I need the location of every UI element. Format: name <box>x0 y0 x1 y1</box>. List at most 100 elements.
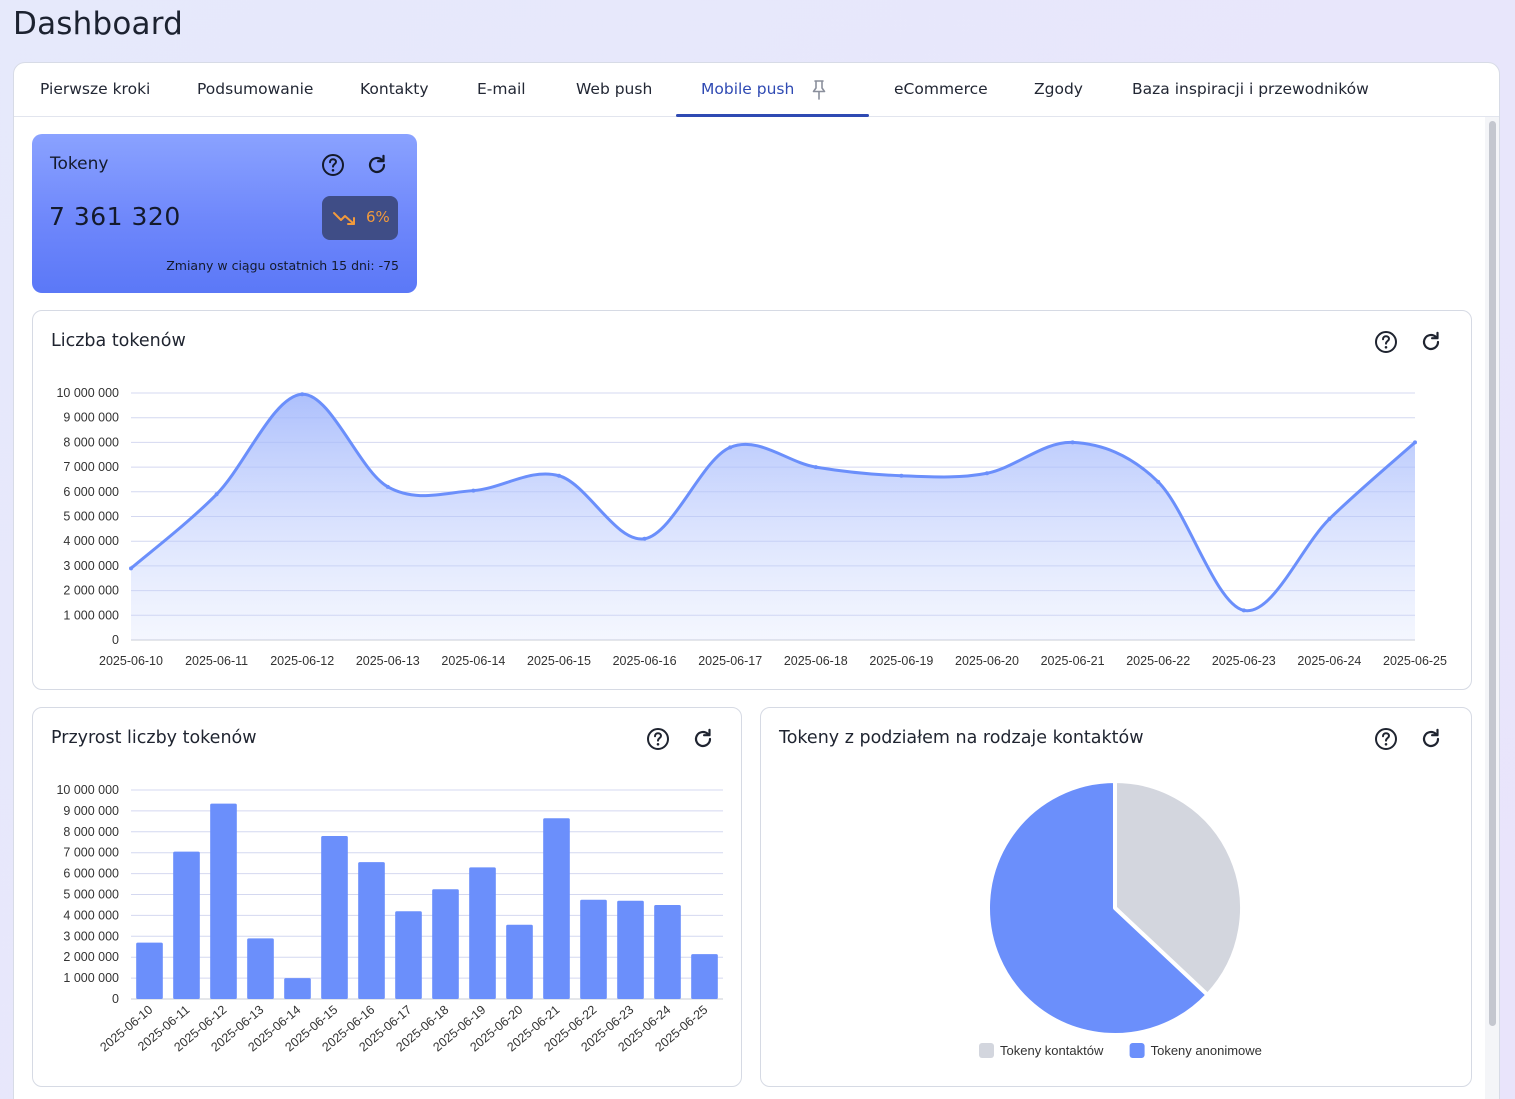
data-point <box>471 488 476 493</box>
y-tick-label: 8 000 000 <box>63 435 119 449</box>
data-point <box>129 566 133 571</box>
x-tick-label: 2025-06-16 <box>613 654 677 668</box>
y-tick-label: 2 000 000 <box>63 584 119 598</box>
y-tick-label: 0 <box>112 992 119 1006</box>
panel-title: Liczba tokenów <box>51 331 186 351</box>
active-tab-indicator <box>676 114 869 117</box>
bar <box>321 835 348 999</box>
tab-mobile-push[interactable]: Mobile push <box>701 80 795 98</box>
bar <box>617 900 644 999</box>
x-tick-label: 2025-06-21 <box>1041 654 1105 668</box>
y-tick-label: 0 <box>112 633 119 647</box>
bar <box>543 818 570 999</box>
legend-label: Tokeny anonimowe <box>1151 1043 1262 1058</box>
refresh-icon[interactable] <box>690 726 716 752</box>
y-tick-label: 3 000 000 <box>63 559 119 573</box>
y-tick-label: 6 000 000 <box>63 867 119 881</box>
data-point <box>1070 440 1075 445</box>
x-tick-label: 2025-06-25 <box>1383 654 1447 668</box>
bar <box>136 942 163 999</box>
line-chart: 0 1 000 000 2 000 000 3 000 000 4 000 000 5 0… <box>56 386 1447 668</box>
x-tick-label: 2025-06-22 <box>1126 654 1190 668</box>
x-tick-label: 2025-06-14 <box>441 654 505 668</box>
kpi-title: Tokeny <box>50 154 109 174</box>
y-tick-label: 2 000 000 <box>63 950 119 964</box>
tab-zgody[interactable]: Zgody <box>1034 80 1083 98</box>
y-tick-label: 4 000 000 <box>63 908 119 922</box>
trending-down-icon <box>333 212 355 225</box>
data-point <box>642 536 647 541</box>
tab-baza-inspiracji[interactable]: Baza inspiracji i przewodników <box>1132 80 1369 98</box>
legend-label: Tokeny kontaktów <box>1000 1043 1104 1058</box>
tab-e-mail[interactable]: E-mail <box>477 80 526 98</box>
tab-bar: Pierwsze kroki Podsumowanie Kontakty E-m… <box>14 63 1499 117</box>
bar <box>173 851 200 999</box>
y-tick-label: 7 000 000 <box>63 846 119 860</box>
bar <box>432 889 459 999</box>
y-tick-label: 5 000 000 <box>63 510 119 524</box>
pin-icon[interactable] <box>811 79 827 101</box>
tab-podsumowanie[interactable]: Podsumowanie <box>197 80 314 98</box>
panel-title: Tokeny z podziałem na rodzaje kontaktów <box>779 728 1144 748</box>
bar-chart-panel: Przyrost liczby tokenów 0 1 000 000 2 000 … <box>32 707 742 1087</box>
trend-badge: 6% <box>322 196 398 240</box>
x-tick-label: 2025-06-12 <box>270 654 334 668</box>
pie-slice <box>1113 779 1244 997</box>
y-tick-label: 7 000 000 <box>63 460 119 474</box>
bar <box>395 911 422 999</box>
tab-kontakty[interactable]: Kontakty <box>360 80 429 98</box>
x-tick-label: 2025-06-10 <box>99 654 163 668</box>
data-point <box>728 445 733 450</box>
data-point <box>899 473 904 478</box>
bar <box>469 867 496 999</box>
bar <box>284 978 311 999</box>
help-icon[interactable] <box>320 152 346 178</box>
y-tick-label: 1 000 000 <box>63 971 119 985</box>
help-icon[interactable] <box>1373 329 1399 355</box>
panel-title: Przyrost liczby tokenów <box>51 728 257 748</box>
data-point <box>1327 516 1332 521</box>
x-tick-label: 2025-06-20 <box>955 654 1019 668</box>
bar <box>580 899 607 999</box>
refresh-icon[interactable] <box>1418 726 1444 752</box>
x-tick-label: 2025-06-24 <box>1297 654 1361 668</box>
x-tick-label: 2025-06-19 <box>869 654 933 668</box>
data-point <box>985 471 989 476</box>
refresh-icon[interactable] <box>364 152 390 178</box>
bar <box>506 924 533 999</box>
data-point <box>1413 440 1417 445</box>
tab-ecommerce[interactable]: eCommerce <box>894 80 988 98</box>
tab-web-push[interactable]: Web push <box>576 80 653 98</box>
kpi-note: Zmiany w ciągu ostatnich 15 dni: -75 <box>166 258 399 273</box>
y-tick-label: 6 000 000 <box>63 485 119 499</box>
x-tick-label: 2025-06-11 <box>185 654 248 668</box>
trend-percent: 6% <box>366 208 390 226</box>
bar <box>358 862 385 999</box>
series-line <box>130 392 1416 612</box>
pie-chart: Tokeny kontaktów Tokeny anonimowe <box>979 779 1262 1058</box>
tab-pierwsze-kroki[interactable]: Pierwsze kroki <box>40 80 151 98</box>
y-tick-label: 1 000 000 <box>63 608 119 622</box>
help-icon[interactable] <box>645 726 671 752</box>
bar <box>691 954 718 999</box>
bar <box>654 904 681 999</box>
data-point <box>300 392 305 397</box>
data-point <box>557 473 561 478</box>
pie-slice <box>986 779 1210 1037</box>
legend-swatch <box>979 1043 994 1058</box>
legend-swatch <box>1129 1043 1145 1058</box>
refresh-icon[interactable] <box>1418 329 1444 355</box>
y-tick-label: 3 000 000 <box>63 929 119 943</box>
scrollbar-thumb[interactable] <box>1489 121 1496 1026</box>
y-tick-label: 8 000 000 <box>63 825 119 839</box>
data-point <box>214 492 219 497</box>
bar-chart: 0 1 000 000 2 000 000 3 000 000 4 000 000 5 0… <box>56 783 723 1054</box>
y-tick-label: 10 000 000 <box>56 386 119 400</box>
data-point <box>813 465 818 470</box>
x-tick-label: 2025-06-13 <box>356 654 420 668</box>
page-title: Dashboard <box>13 6 183 42</box>
bar <box>247 938 274 999</box>
help-icon[interactable] <box>1373 726 1399 752</box>
y-tick-label: 5 000 000 <box>63 888 119 902</box>
y-tick-label: 9 000 000 <box>63 804 119 818</box>
